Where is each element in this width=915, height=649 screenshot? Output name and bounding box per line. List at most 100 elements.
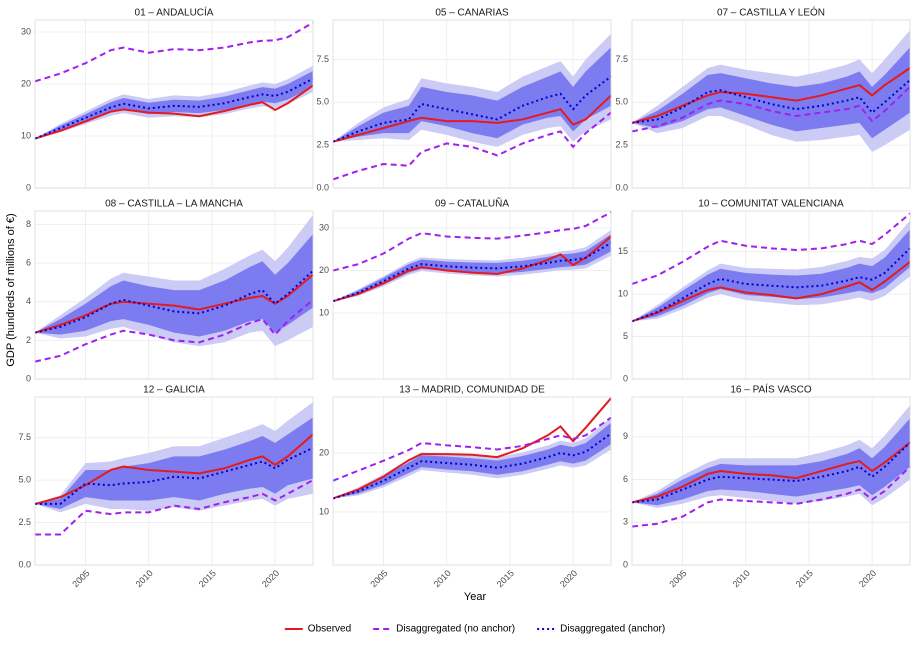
panel-title: 05 – CANARIAS bbox=[435, 8, 509, 19]
y-tick-label: 0 bbox=[26, 373, 31, 383]
panel-border bbox=[332, 210, 612, 380]
series-line bbox=[332, 111, 612, 181]
y-tick-label: 20 bbox=[21, 78, 31, 88]
series-line bbox=[631, 441, 911, 504]
uncertainty-band bbox=[35, 234, 313, 337]
uncertainty-band bbox=[333, 417, 611, 499]
y-tick-label: 10 bbox=[319, 506, 329, 516]
y-tick-label: 10 bbox=[319, 307, 329, 317]
y-tick-label: 4 bbox=[26, 296, 31, 306]
series-line bbox=[34, 77, 314, 140]
legend: Observed Disaggregated (no anchor) Disaggr… bbox=[284, 624, 665, 635]
panel-title: 13 – MADRID, COMUNIDAD DE bbox=[399, 385, 545, 396]
series-line bbox=[34, 84, 314, 140]
series-line bbox=[332, 397, 612, 500]
y-tick-label: 2.5 bbox=[615, 140, 628, 150]
y-tick-label: 8 bbox=[26, 219, 31, 229]
series-line bbox=[332, 211, 612, 272]
y-tick-label: 0 bbox=[26, 182, 31, 192]
panel: 09 – CATALUÑA 10 20 30 bbox=[319, 197, 612, 380]
uncertainty-band bbox=[333, 47, 611, 142]
panel-border bbox=[631, 210, 911, 380]
x-axis-label: Year bbox=[464, 591, 487, 603]
y-tick-label: 30 bbox=[319, 222, 329, 232]
series-line bbox=[631, 261, 911, 323]
panel-title: 09 – CATALUÑA bbox=[435, 197, 509, 210]
y-tick-label: 2.5 bbox=[18, 517, 31, 527]
y-tick-label: 10 bbox=[618, 289, 628, 299]
series-line bbox=[631, 67, 911, 124]
series-line bbox=[35, 447, 314, 505]
y-tick-label: 0 bbox=[623, 373, 628, 383]
series-line bbox=[631, 212, 911, 285]
panel-title: 16 – PAÍS VASCO bbox=[730, 383, 812, 396]
series-line bbox=[631, 441, 911, 504]
legend-item: Observed bbox=[284, 624, 351, 635]
panel-title: 08 – CASTILLA – LA MANCHA bbox=[105, 199, 243, 210]
y-tick-label: 15 bbox=[618, 246, 628, 256]
series-line bbox=[332, 94, 612, 143]
series-line bbox=[35, 479, 314, 536]
series-line bbox=[332, 235, 612, 303]
panel-border bbox=[332, 19, 612, 189]
panel: 05 – CANARIAS 0.0 2.5 5.0 7.5 bbox=[316, 8, 612, 192]
legend-label: Disaggregated (anchor) bbox=[560, 624, 665, 635]
y-tick-label: 0 bbox=[623, 559, 628, 569]
uncertainty-band bbox=[632, 229, 910, 322]
series-line bbox=[34, 299, 314, 363]
y-tick-label: 5.0 bbox=[615, 97, 628, 107]
y-tick-label: 6 bbox=[26, 258, 31, 268]
uncertainty-band bbox=[35, 70, 313, 139]
panel-title: 01 – ANDALUCÍA bbox=[135, 6, 214, 19]
y-tick-label: 2 bbox=[26, 335, 31, 345]
y-axis-label: GDP (hundreds of millions of €) bbox=[5, 213, 17, 366]
y-tick-label: 7.5 bbox=[18, 432, 31, 442]
y-tick-label: 10 bbox=[21, 130, 31, 140]
series-line bbox=[631, 247, 911, 323]
series-line bbox=[332, 242, 612, 303]
panel-border bbox=[34, 210, 314, 380]
uncertainty-band bbox=[333, 422, 611, 499]
y-tick-label: 6 bbox=[623, 474, 628, 484]
panel-title: 07 – CASTILLA Y LEÓN bbox=[717, 6, 825, 19]
legend-label: Disaggregated (no anchor) bbox=[396, 624, 515, 635]
y-tick-label: 30 bbox=[21, 26, 31, 36]
panel: 07 – CASTILLA Y LEÓN 0.0 2.5 5.0 7.5 bbox=[615, 6, 911, 192]
panel-title: 10 – COMUNITAT VALENCIANA bbox=[698, 199, 844, 210]
y-tick-label: 5.0 bbox=[316, 97, 329, 107]
panel-border bbox=[332, 396, 612, 566]
y-tick-label: 20 bbox=[319, 265, 329, 275]
legend-item: Disaggregated (anchor) bbox=[537, 624, 665, 635]
uncertainty-band bbox=[632, 47, 910, 139]
panel-border bbox=[631, 19, 911, 189]
y-tick-label: 5 bbox=[623, 331, 628, 341]
panel: 08 – CASTILLA – LA MANCHA 0 2 4 6 8 bbox=[26, 199, 314, 383]
uncertainty-band bbox=[632, 418, 910, 506]
y-tick-label: 7.5 bbox=[316, 54, 329, 64]
y-tick-label: 0.0 bbox=[615, 182, 628, 192]
y-tick-label: 5.0 bbox=[18, 475, 31, 485]
y-tick-label: 0.0 bbox=[18, 559, 31, 569]
y-tick-label: 20 bbox=[319, 447, 329, 457]
series-line bbox=[34, 433, 314, 505]
series-line bbox=[631, 86, 911, 133]
y-tick-label: 3 bbox=[623, 517, 628, 527]
uncertainty-band bbox=[35, 417, 313, 509]
panel: 10 – COMUNITAT VALENCIANA 0 5 10 15 bbox=[618, 199, 911, 383]
legend-item: Disaggregated (no anchor) bbox=[373, 624, 515, 635]
legend-label: Observed bbox=[308, 624, 351, 635]
series-line bbox=[631, 79, 911, 124]
y-tick-label: 2.5 bbox=[316, 140, 329, 150]
y-tick-label: 9 bbox=[623, 431, 628, 441]
y-tick-label: 7.5 bbox=[615, 54, 628, 64]
panel-border bbox=[34, 396, 314, 566]
series-line bbox=[332, 75, 612, 143]
panel-border bbox=[34, 19, 314, 189]
panel: 01 – ANDALUCÍA 0 10 20 30 bbox=[21, 6, 314, 192]
y-tick-label: 0.0 bbox=[316, 182, 329, 192]
panel-title: 12 – GALICIA bbox=[143, 385, 205, 396]
panel-border bbox=[631, 396, 911, 566]
